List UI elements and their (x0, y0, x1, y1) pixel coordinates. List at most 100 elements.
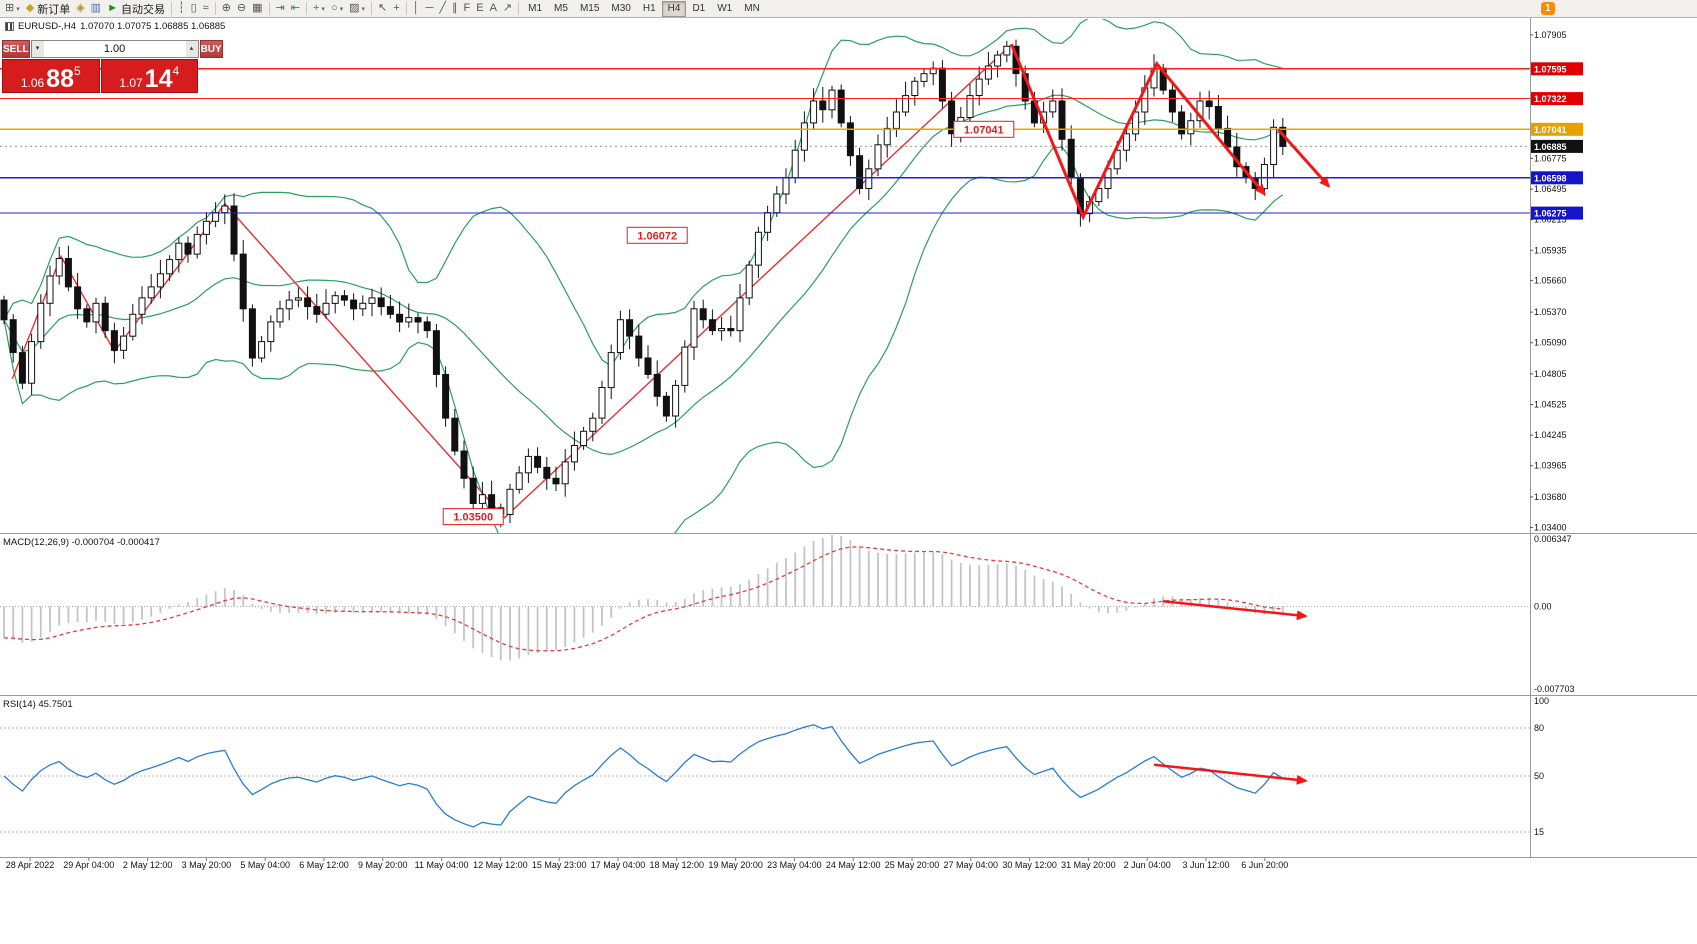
time-axis-label: 2 Jun 04:00 (1124, 860, 1171, 870)
new-chart-button[interactable]: ⊞ ▾ (2, 1, 23, 17)
macd-scale-zero: 0.00 (1534, 602, 1552, 612)
timeframe-mn-button[interactable]: MN (738, 1, 766, 17)
toolbar-separator (518, 2, 520, 15)
chart-shift-button[interactable]: ⇤ (288, 1, 303, 17)
vertical-line-button[interactable]: │ (410, 1, 423, 17)
time-axis-label: 9 May 20:00 (358, 860, 408, 870)
auto-trading-button[interactable]: ► 自动交易 (104, 1, 168, 17)
toolbar-separator (268, 2, 270, 15)
price-tick-label: 1.05660 (1534, 275, 1567, 285)
arrows-tool-icon: ↗ (502, 2, 513, 14)
line-chart-mode-icon: ≈ (202, 2, 209, 14)
line-chart-mode-button[interactable]: ≈ (200, 1, 212, 17)
candlestick-mode-icon: ▯ (190, 2, 197, 14)
templates-button[interactable]: ▨ ▾ (346, 1, 368, 17)
bar-chart-mode-icon: ┆ (177, 2, 185, 14)
volume-input[interactable] (43, 41, 186, 57)
sell-button[interactable]: SELL (2, 40, 30, 58)
macd-arrow[interactable] (1163, 599, 1308, 621)
price-annotation[interactable]: 1.07041 (953, 120, 1015, 138)
horizontal-line-button[interactable]: ─ (423, 1, 437, 17)
svg-text:1.07595: 1.07595 (1534, 64, 1567, 74)
vertical-line-icon: │ (412, 2, 420, 14)
buy-price[interactable]: 1.07 14 4 (100, 59, 198, 93)
timeframe-h4-button[interactable]: H4 (661, 0, 687, 17)
notification-count: 1 (1545, 3, 1551, 14)
price-annotation[interactable]: 1.03500 (442, 508, 504, 526)
volume-up-button[interactable]: ▴ (185, 41, 198, 57)
timeframe-m15-button[interactable]: M15 (574, 1, 605, 17)
sell-price[interactable]: 1.06 88 5 (2, 59, 100, 93)
new-chart-caret-icon: ▾ (16, 5, 20, 13)
price-tick-label: 1.06215 (1534, 215, 1567, 225)
toolbar-separator (214, 2, 216, 15)
toolbar-separator (305, 2, 307, 15)
candlestick-mode-button[interactable]: ▯ (188, 1, 200, 17)
market-depth-button[interactable]: ◈ (73, 1, 87, 17)
volume-down-button[interactable]: ▾ (31, 41, 44, 57)
svg-text:1.07041: 1.07041 (1534, 125, 1567, 135)
timeframe-bar: M1 M5 M15 M30 H1 H4 D1 W1 MN (522, 0, 766, 17)
fibonacci-button[interactable]: F (460, 1, 473, 17)
macd-scale-max: 0.006347 (1534, 534, 1572, 544)
main-chart-layer: 1.07041 1.06072 1.03500 (0, 19, 1530, 533)
strategy-button[interactable]: ▥ (88, 1, 104, 17)
trade-controls-row: SELL ▾ ▴ BUY (2, 40, 223, 58)
rsi-arrow[interactable] (1153, 763, 1308, 785)
svg-text:1.07041: 1.07041 (964, 124, 1004, 136)
periods-button[interactable]: ○ ▾ (328, 1, 346, 17)
arrows-tool-button[interactable]: ↗ (500, 1, 515, 17)
time-axis[interactable]: 28 Apr 2022 29 Apr 04:00 2 May 12:00 3 May … (6, 858, 1289, 870)
svg-text:1.06598: 1.06598 (1534, 173, 1567, 183)
price-tag: 1.06598 (1531, 171, 1583, 185)
strategy-icon: ▥ (90, 2, 102, 14)
macd-signal-line (3, 546, 1283, 652)
crosshair-icon: + (393, 2, 400, 14)
price-axis[interactable]: 1.07905 1.06775 1.06495 1.06215 1.05935 1.056… (1530, 30, 1583, 837)
timeframe-w1-button[interactable]: W1 (711, 1, 738, 17)
indicators-button[interactable]: + ▾ (310, 1, 328, 17)
buy-price-big: 14 (144, 64, 173, 93)
indicators-caret-icon: ▾ (321, 5, 325, 13)
cursor-icon: ↖ (378, 2, 388, 14)
auto-trading-icon: ► (107, 2, 118, 14)
text-tool-button[interactable]: A (487, 1, 500, 17)
toolbar-separator (170, 2, 172, 15)
trend-arrow[interactable] (1010, 43, 1266, 221)
timeframe-m1-button[interactable]: M1 (522, 1, 548, 17)
sell-price-big: 88 (46, 64, 74, 93)
price-tick-label: 1.03400 (1534, 523, 1567, 533)
crosshair-button[interactable]: + (390, 1, 402, 17)
timeframe-m30-button[interactable]: M30 (605, 1, 636, 17)
ellipse-button[interactable]: E (473, 1, 486, 17)
time-axis-label: 2 May 12:00 (123, 860, 173, 870)
notification-badge[interactable]: 1 (1541, 2, 1555, 15)
time-axis-label: 29 Apr 04:00 (63, 860, 114, 870)
timeframe-m5-button[interactable]: M5 (548, 1, 574, 17)
auto-scroll-button[interactable]: ⇥ (273, 1, 288, 17)
timeframe-h1-button[interactable]: H1 (637, 1, 662, 17)
trendline-button[interactable]: ╱ (436, 1, 449, 17)
bar-chart-mode-button[interactable]: ┆ (175, 1, 188, 17)
time-axis-label: 15 May 23:00 (532, 860, 587, 870)
trend-arrow[interactable] (1277, 128, 1331, 188)
equidistant-channel-button[interactable]: ∥ (449, 1, 461, 17)
time-axis-label: 23 May 04:00 (767, 860, 822, 870)
zoom-out-button[interactable]: ⊖ (234, 1, 249, 17)
tile-windows-button[interactable]: ▦ (249, 1, 265, 17)
time-axis-label: 3 May 20:00 (182, 860, 232, 870)
new-order-button[interactable]: ◆ 新订单 (23, 1, 73, 17)
svg-text:1.06072: 1.06072 (637, 230, 677, 242)
rsi-scale-label: 15 (1534, 827, 1544, 837)
trade-prices-row: 1.06 88 5 1.07 14 4 (2, 59, 198, 93)
buy-button[interactable]: BUY (199, 40, 223, 58)
auto-scroll-icon: ⇥ (275, 2, 285, 14)
timeframe-d1-button[interactable]: D1 (686, 1, 711, 17)
zoom-in-button[interactable]: ⊕ (219, 1, 234, 17)
cursor-button[interactable]: ↖ (375, 1, 390, 17)
auto-trading-label: 自动交易 (120, 3, 165, 16)
price-annotation[interactable]: 1.06072 (626, 226, 688, 244)
toolbar-separator (371, 2, 373, 15)
